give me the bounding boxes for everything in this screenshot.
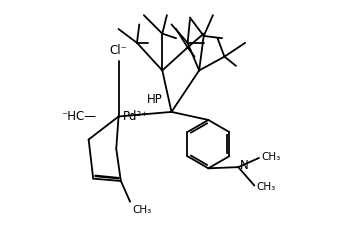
Text: Cl⁻: Cl⁻ (110, 44, 128, 57)
Text: ⁻HC—: ⁻HC— (61, 110, 96, 123)
Text: N: N (239, 160, 248, 172)
Text: Pd²⁺: Pd²⁺ (123, 110, 149, 123)
Text: HP: HP (146, 93, 162, 106)
Text: CH₃: CH₃ (257, 182, 276, 192)
Text: CH₃: CH₃ (132, 205, 152, 215)
Text: CH₃: CH₃ (261, 152, 281, 162)
